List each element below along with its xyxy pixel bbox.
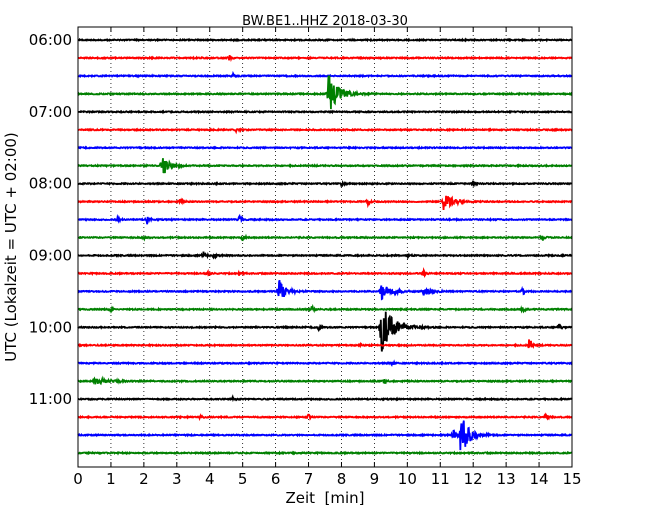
seismic-trace	[77, 179, 573, 188]
seismic-trace	[77, 450, 573, 456]
x-tick-label: 12	[464, 470, 483, 488]
trace-layer	[77, 37, 573, 456]
seismic-trace	[77, 412, 573, 422]
seismic-trace	[77, 233, 573, 242]
x-tick-label: 11	[431, 470, 450, 488]
seismic-trace	[77, 420, 573, 451]
seismic-trace	[77, 109, 573, 115]
seismic-trace	[77, 70, 573, 79]
seismic-trace	[77, 127, 573, 135]
y-tick-label: 07:00	[29, 103, 72, 121]
x-tick-label: 14	[530, 470, 549, 488]
x-tick-label: 13	[497, 470, 516, 488]
x-tick-label: 10	[398, 470, 417, 488]
x-tick-label: 8	[337, 470, 347, 488]
seismic-trace	[77, 279, 573, 301]
plot-frame	[77, 26, 573, 468]
seismic-trace	[77, 145, 573, 151]
x-tick-label: 6	[271, 470, 281, 488]
chart-title: BW.BE1..HHZ 2018-03-30	[242, 14, 408, 29]
y-axis-label: UTC (Lokalzeit = UTC + 02:00)	[2, 132, 20, 362]
y-tick-label: 09:00	[29, 246, 72, 264]
seismic-trace	[77, 375, 573, 386]
x-tick-label: 5	[238, 470, 248, 488]
seismic-trace	[77, 75, 573, 110]
seismic-trace	[77, 339, 573, 350]
y-tick-label: 11:00	[29, 390, 72, 408]
seismic-trace	[77, 359, 573, 367]
x-tick-label: 9	[370, 470, 380, 488]
seismic-trace	[77, 158, 573, 174]
y-tick-label: 06:00	[29, 31, 72, 49]
x-tick-label: 2	[139, 470, 149, 488]
x-tick-label: 0	[73, 470, 83, 488]
x-tick-label: 4	[205, 470, 215, 488]
seismic-trace	[77, 37, 573, 43]
x-tick-label: 7	[304, 470, 314, 488]
seismic-trace	[77, 267, 573, 278]
seismic-trace	[77, 311, 573, 352]
seismic-trace	[77, 251, 573, 260]
seismic-trace	[77, 55, 573, 63]
y-axis: 06:00 07:00 08:00 09:00 10:00 11:00	[29, 31, 572, 408]
y-tick-label: 08:00	[29, 175, 72, 193]
seismic-trace	[77, 213, 573, 225]
x-axis-label: Zeit [min]	[285, 489, 364, 507]
seismic-trace	[77, 303, 573, 314]
x-tick-label: 15	[562, 470, 581, 488]
seismic-trace	[77, 195, 573, 211]
x-tick-label: 3	[172, 470, 182, 488]
x-tick-label: 1	[106, 470, 116, 488]
y-tick-label: 10:00	[29, 318, 72, 336]
seismic-trace	[77, 394, 573, 403]
x-axis: 0 1 2 3 4 5 6 7 8 9 10 11 12 13 14 15	[73, 27, 582, 488]
grid-lines	[110, 27, 540, 467]
